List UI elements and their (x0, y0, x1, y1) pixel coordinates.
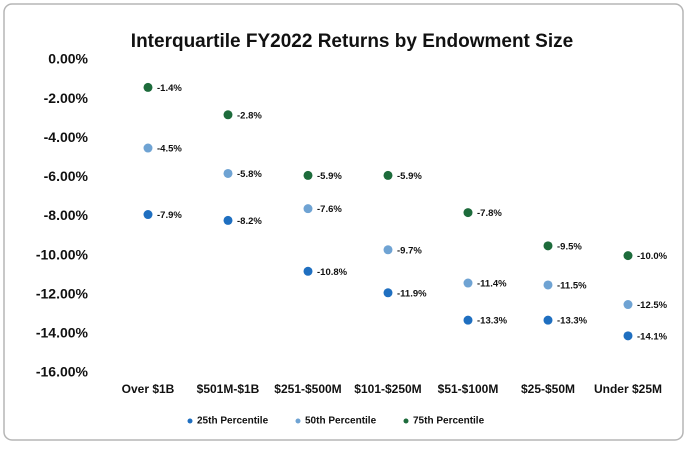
dot (383, 170, 393, 180)
x-tick-label: $51-$100M (438, 382, 499, 396)
y-tick-label: 0.00% (48, 51, 88, 67)
dot (463, 208, 473, 218)
value-label: -11.5% (557, 280, 587, 291)
value-label: -4.5% (157, 144, 182, 155)
value-label: -7.9% (157, 210, 182, 221)
dot (623, 300, 633, 310)
dot (223, 110, 233, 120)
value-label: -5.9% (317, 171, 342, 182)
dot (543, 280, 553, 290)
value-label: -5.9% (397, 171, 422, 182)
value-label: -14.1% (637, 331, 668, 342)
x-tick-label: Over $1B (122, 382, 175, 396)
dot (223, 168, 233, 178)
dot (463, 278, 473, 288)
value-label: -2.8% (237, 110, 262, 121)
x-tick-label: Under $25M (594, 382, 662, 396)
x-tick-label: $251-$500M (274, 382, 341, 396)
value-label: -13.3% (477, 316, 508, 327)
legend-swatch (295, 418, 301, 424)
legend-swatch (187, 418, 193, 424)
y-tick-label: -16.00% (36, 364, 89, 380)
x-tick-label: $101-$250M (354, 382, 421, 396)
y-tick-label: -10.00% (36, 246, 89, 262)
dot (463, 315, 473, 325)
value-label: -11.9% (397, 288, 427, 299)
dot (383, 245, 393, 255)
dot (543, 241, 553, 251)
value-label: -9.7% (397, 245, 422, 256)
value-label: -11.4% (477, 279, 507, 290)
value-label: -9.5% (557, 241, 582, 252)
dot (303, 204, 313, 214)
y-tick-label: -12.00% (36, 285, 89, 301)
chart-frame (3, 3, 684, 441)
dot (143, 143, 153, 153)
dot (623, 251, 633, 261)
value-label: -1.4% (157, 83, 182, 94)
y-tick-label: -14.00% (36, 325, 89, 341)
dot (143, 210, 153, 220)
y-tick-label: -4.00% (44, 129, 89, 145)
x-tick-label: $25-$50M (521, 382, 575, 396)
x-tick-label: $501M-$1B (197, 382, 260, 396)
legend-swatch (403, 418, 409, 424)
dot (223, 215, 233, 225)
dot (623, 331, 633, 341)
value-label: -7.6% (317, 204, 342, 215)
value-label: -13.3% (557, 316, 588, 327)
dot (303, 266, 313, 276)
legend-label: 75th Percentile (413, 416, 485, 427)
dot (543, 315, 553, 325)
value-label: -10.8% (317, 267, 348, 278)
dot (383, 288, 393, 298)
value-label: -8.2% (237, 216, 262, 227)
legend-label: 25th Percentile (197, 416, 269, 427)
y-tick-label: -8.00% (44, 207, 89, 223)
dot (303, 170, 313, 180)
value-label: -10.0% (637, 251, 668, 262)
value-label: -5.8% (237, 169, 262, 180)
legend-label: 50th Percentile (305, 416, 377, 427)
dot (143, 82, 153, 92)
chart-title: Interquartile FY2022 Returns by Endowmen… (131, 31, 573, 52)
value-label: -12.5% (637, 300, 668, 311)
y-tick-label: -6.00% (44, 168, 89, 184)
value-label: -7.8% (477, 208, 502, 219)
y-tick-label: -2.00% (44, 90, 89, 106)
